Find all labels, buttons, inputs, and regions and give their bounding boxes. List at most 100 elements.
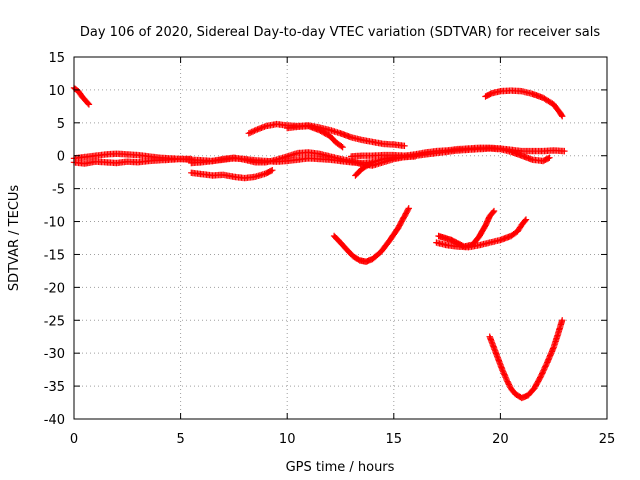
data-point [403, 156, 406, 158]
data-point [467, 246, 470, 249]
y-tick-label: 15 [48, 51, 65, 66]
data-point [456, 245, 459, 248]
data-point [527, 394, 529, 397]
data-point [520, 224, 523, 226]
data-point [94, 154, 97, 157]
data-point [361, 154, 363, 157]
data-point [335, 141, 338, 144]
series-track-14 [486, 317, 566, 402]
data-point [190, 162, 193, 164]
data-point [510, 89, 512, 92]
data-point [329, 129, 331, 131]
y-tick-label: 0 [57, 150, 65, 165]
data-point [126, 160, 129, 163]
data-point [397, 227, 399, 229]
data-series [70, 84, 568, 402]
data-point [307, 157, 310, 160]
data-point [147, 160, 150, 162]
data-point [552, 346, 555, 349]
data-point [488, 215, 491, 218]
data-point [499, 147, 502, 150]
data-point [248, 132, 250, 135]
data-point [254, 161, 257, 164]
data-point [548, 156, 551, 159]
y-tick-label: -5 [52, 183, 65, 198]
data-point [499, 90, 502, 93]
data-point [444, 237, 446, 239]
data-point [435, 241, 438, 244]
data-point [559, 112, 561, 114]
y-tick-label: -30 [44, 347, 65, 362]
data-point [446, 244, 448, 247]
data-point [456, 148, 459, 150]
data-point [365, 260, 367, 263]
y-axis-ticks: -40 -35 -30 -25 -20 -15 -10 -5 0 5 10 15 [44, 51, 607, 428]
data-point [491, 92, 493, 94]
series-track-11 [330, 205, 412, 265]
data-point [318, 158, 320, 160]
data-point [520, 397, 523, 399]
data-point [488, 335, 491, 338]
data-point [286, 127, 289, 129]
data-point [437, 235, 440, 237]
data-point [256, 128, 259, 131]
series-track-10 [482, 87, 566, 120]
data-point [222, 174, 225, 176]
data-point [94, 160, 97, 163]
data-point [561, 319, 564, 322]
data-point [286, 160, 289, 162]
data-point [531, 158, 534, 161]
data-point [265, 161, 267, 164]
data-point [352, 255, 355, 258]
data-point [115, 152, 118, 155]
y-tick-label: 5 [57, 117, 65, 132]
data-point [307, 125, 310, 127]
data-point [115, 162, 118, 164]
data-point [533, 387, 536, 389]
data-point [169, 157, 171, 160]
y-tick-label: -20 [44, 281, 65, 296]
data-point [516, 230, 519, 233]
x-axis-ticks: 0 5 10 15 20 25 [70, 57, 615, 447]
data-point [520, 90, 523, 93]
data-point [329, 155, 331, 158]
data-point [382, 158, 384, 160]
data-point [382, 143, 384, 145]
data-point [339, 132, 342, 135]
data-point [484, 224, 487, 227]
data-point [297, 152, 299, 154]
data-point [371, 141, 374, 143]
data-point [525, 218, 527, 221]
data-point [488, 147, 491, 149]
data-point [497, 358, 500, 360]
data-point [510, 387, 512, 390]
data-point [286, 155, 289, 158]
data-point [414, 155, 416, 158]
data-point [329, 135, 331, 137]
data-point [478, 147, 480, 149]
data-point [393, 156, 395, 159]
data-point [557, 333, 559, 335]
data-point [450, 239, 453, 241]
data-point [488, 241, 491, 244]
data-point [222, 158, 225, 160]
data-point [382, 154, 384, 156]
data-point [478, 244, 480, 247]
data-point [147, 155, 150, 158]
data-point [88, 103, 90, 106]
data-point [297, 158, 299, 161]
data-point [201, 161, 203, 164]
x-axis-title: GPS time / hours [286, 460, 395, 475]
data-point [446, 149, 448, 152]
data-point [318, 129, 320, 131]
series-track-7 [352, 153, 419, 179]
plot-frame [73, 56, 608, 420]
series-track-8 [245, 120, 408, 150]
series-track-6 [348, 144, 568, 160]
data-point [333, 235, 335, 237]
data-point [403, 145, 406, 147]
data-point [358, 259, 361, 262]
data-point [546, 361, 549, 364]
data-point [341, 146, 344, 148]
